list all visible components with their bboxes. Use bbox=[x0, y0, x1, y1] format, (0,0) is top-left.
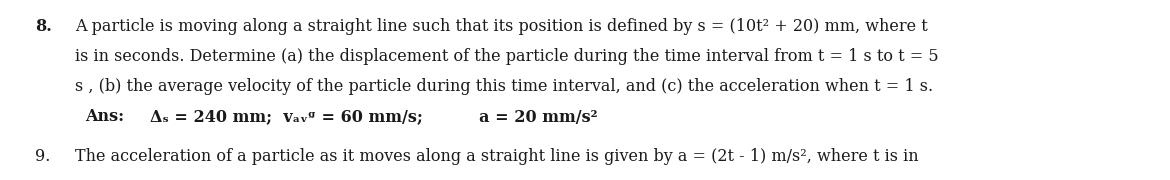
Text: s , (b) the average velocity of the particle during this time interval, and (c) : s , (b) the average velocity of the part… bbox=[75, 78, 934, 95]
Text: Ans:: Ans: bbox=[85, 108, 124, 125]
Text: is in seconds. Determine (a) the displacement of the particle during the time in: is in seconds. Determine (a) the displac… bbox=[75, 48, 938, 65]
Text: Δₛ = 240 mm;  vₐᵥᵍ = 60 mm/s;          a = 20 mm/s²: Δₛ = 240 mm; vₐᵥᵍ = 60 mm/s; a = 20 mm/s… bbox=[150, 108, 598, 125]
Text: 9.: 9. bbox=[35, 148, 50, 165]
Text: 8.: 8. bbox=[35, 18, 51, 35]
Text: A particle is moving along a straight line such that its position is defined by : A particle is moving along a straight li… bbox=[75, 18, 928, 35]
Text: The acceleration of a particle as it moves along a straight line is given by a =: The acceleration of a particle as it mov… bbox=[75, 148, 918, 165]
